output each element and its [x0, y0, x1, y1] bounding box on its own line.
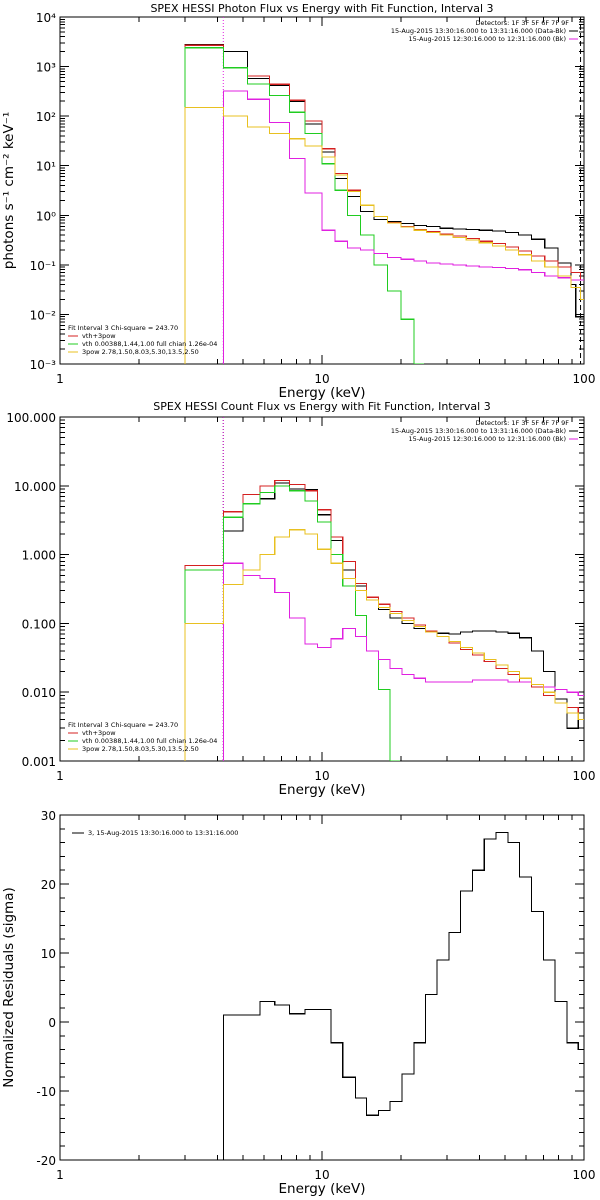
- legend-bottom-entry: vth+3pow: [82, 332, 116, 340]
- chart-panel-3: 1 10 100 -20 -10 0 10 20 30 Energy (keV) Normalize…: [1, 809, 595, 1197]
- x-tick-label: 10: [314, 372, 329, 386]
- legend-bottom-entry: vth 0.00388,1.44,1.00 full chian 1.26e-0…: [82, 340, 217, 348]
- series-line-2: [184, 479, 584, 761]
- legend-detectors: Detectors: 1F 3F 5F 6F 7F 9F: [475, 419, 569, 427]
- series-line-1: [184, 482, 584, 761]
- series-line-1: [222, 831, 584, 1160]
- legend-fit: Fit Interval 3 Chi-square = 243.70: [68, 324, 178, 332]
- x-tick-label: 1: [56, 769, 64, 783]
- series-line-4: [222, 90, 584, 364]
- x-axis-label: Energy (keV): [279, 782, 366, 798]
- legend-top-entry: 15-Aug-2015 13:30:16.000 to 13:31:16.000…: [391, 27, 566, 35]
- y-tick-label: -10: [36, 1085, 56, 1099]
- y-tick-label: 10⁴: [36, 11, 56, 25]
- y-tick-label: 10²: [36, 110, 56, 124]
- y-tick-label: 0.010: [22, 686, 56, 700]
- y-tick-label: 20: [41, 878, 56, 892]
- y-tick-label: -20: [36, 1154, 56, 1168]
- y-tick-label: 10¹: [36, 160, 56, 174]
- y-tick-label: 10.000: [14, 480, 56, 494]
- legend-bottom-entry: 3pow 2.78,1.50,8.03,5.30,13.5,2.50: [82, 348, 199, 356]
- y-tick-label: 10⁻¹: [30, 259, 57, 273]
- legend-bottom-entry: vth 0.00388,1.44,1.00 full chian 1.26e-0…: [82, 737, 217, 745]
- y-tick-label: 10⁻³: [30, 358, 57, 372]
- y-tick-label: 0.100: [22, 617, 56, 631]
- series-line-4: [222, 562, 584, 761]
- y-tick-label: 1.000: [22, 549, 56, 563]
- legend-top-entry: 15-Aug-2015 12:30:16.000 to 12:31:16.000…: [409, 435, 566, 443]
- y-tick-label: 0.001: [22, 755, 56, 769]
- chart-panel-1: 1 10 100 10⁻³ 10⁻² 10⁻¹ 10⁰ 10¹ 10² 10³ 10⁴ SPEX HE…: [1, 2, 595, 401]
- chart-panel-2: 1 10 100 0.001 0.010 0.100 1.000 10.000 100.000 S…: [6, 400, 595, 798]
- series-line-5: [184, 529, 584, 761]
- x-tick-label: 10: [314, 769, 329, 783]
- legend-top-entry: 15-Aug-2015 12:30:16.000 to 12:31:16.000…: [409, 35, 566, 43]
- y-tick-label: 10: [41, 947, 56, 961]
- legend-bottom-entry: vth+3pow: [82, 729, 116, 737]
- y-tick-label: 30: [41, 809, 56, 823]
- series-line-3: [184, 47, 424, 364]
- plot-frame: [59, 16, 585, 365]
- y-tick-label: 10⁻²: [30, 308, 57, 322]
- series-line-2: [184, 44, 584, 364]
- y-tick-label: 0: [48, 1016, 56, 1030]
- y-tick-label: 10³: [36, 61, 56, 75]
- legend-bottom-entry: 3pow 2.78,1.50,8.03,5.30,13.5,2.50: [82, 745, 199, 753]
- plot-frame: [59, 416, 585, 762]
- y-axis-label: Normalized Residuals (sigma): [1, 887, 17, 1088]
- legend-top-entry: 15-Aug-2015 13:30:16.000 to 13:31:16.000…: [391, 427, 566, 435]
- chart-title: SPEX HESSI Photon Flux vs Energy with Fi…: [150, 2, 493, 15]
- series-line-1: [184, 43, 584, 364]
- x-axis-label: Energy (keV): [279, 1181, 366, 1197]
- chart-title: SPEX HESSI Count Flux vs Energy with Fit…: [153, 400, 490, 413]
- legend-fit: Fit Interval 3 Chi-square = 243.70: [68, 721, 178, 729]
- x-tick-label: 1: [56, 372, 64, 386]
- x-tick-label: 100: [573, 1168, 596, 1182]
- y-tick-label: 100.000: [6, 411, 56, 425]
- x-tick-label: 10: [314, 1168, 329, 1182]
- y-tick-label: 10⁰: [36, 209, 56, 223]
- legend-top-entry: 3, 15-Aug-2015 13:30:16.000 to 13:31:16.…: [88, 829, 238, 837]
- plot-frame: [59, 814, 585, 1161]
- x-tick-label: 100: [573, 372, 596, 386]
- x-axis-label: Energy (keV): [279, 385, 366, 401]
- x-tick-label: 1: [56, 1168, 64, 1182]
- y-axis-label: photons s⁻¹ cm⁻² keV⁻¹: [1, 112, 17, 270]
- x-tick-label: 100: [573, 769, 596, 783]
- series-line-5: [184, 106, 584, 364]
- legend-detectors: Detectors: 1F 3F 5F 6F 7F 9F: [475, 19, 569, 27]
